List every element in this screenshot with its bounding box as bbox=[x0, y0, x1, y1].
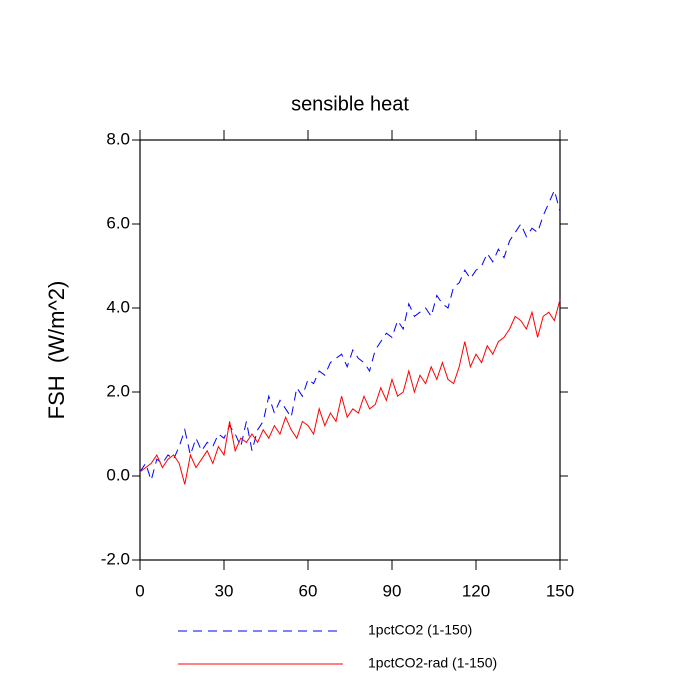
y-tick-label: 4.0 bbox=[106, 297, 130, 316]
y-tick-label: 0.0 bbox=[106, 465, 130, 484]
y-tick-label: 6.0 bbox=[106, 213, 130, 232]
y-tick-label: 8.0 bbox=[106, 129, 130, 148]
y-tick-label: -2.0 bbox=[101, 549, 130, 568]
x-tick-label: 120 bbox=[462, 581, 490, 600]
x-tick-label: 150 bbox=[546, 581, 574, 600]
chart-title: sensible heat bbox=[291, 93, 409, 115]
x-tick-label: 90 bbox=[383, 581, 402, 600]
x-tick-label: 60 bbox=[299, 581, 318, 600]
x-tick-label: 30 bbox=[215, 581, 234, 600]
series-line bbox=[139, 299, 561, 485]
series-line bbox=[139, 188, 561, 482]
plot-frame bbox=[139, 139, 561, 561]
y-tick-label: 2.0 bbox=[106, 381, 130, 400]
legend-label: 1pctCO2-rad (1-150) bbox=[368, 655, 497, 671]
y-axis-label: FSH (W/m^2) bbox=[44, 281, 69, 420]
legend-label: 1pctCO2 (1-150) bbox=[368, 622, 472, 638]
x-tick-label: 0 bbox=[135, 581, 144, 600]
